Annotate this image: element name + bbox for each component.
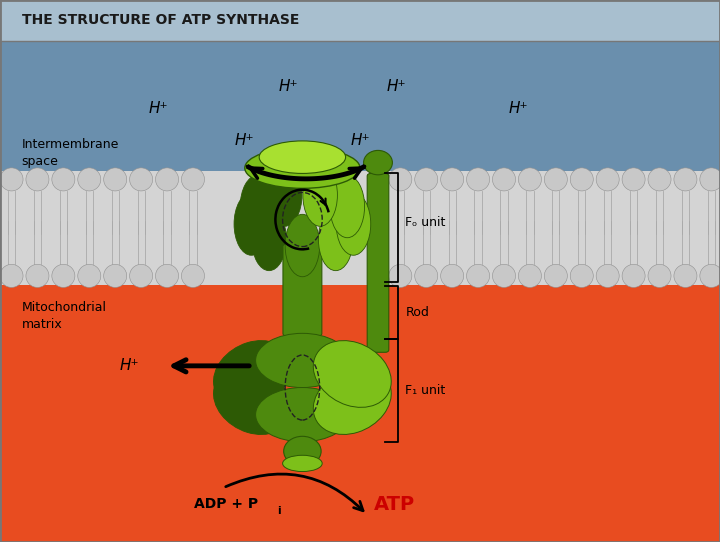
Ellipse shape	[570, 168, 593, 191]
Ellipse shape	[130, 168, 153, 191]
Ellipse shape	[214, 340, 292, 408]
Ellipse shape	[284, 436, 321, 466]
Ellipse shape	[518, 264, 541, 287]
Ellipse shape	[313, 340, 391, 408]
Bar	[0, 285, 720, 542]
Ellipse shape	[622, 264, 645, 287]
Ellipse shape	[181, 264, 204, 287]
Text: Fₒ unit: Fₒ unit	[405, 216, 446, 229]
Ellipse shape	[674, 264, 697, 287]
Ellipse shape	[700, 264, 720, 287]
Ellipse shape	[648, 168, 671, 191]
Ellipse shape	[256, 388, 349, 442]
Ellipse shape	[282, 455, 323, 472]
Ellipse shape	[234, 193, 269, 255]
Ellipse shape	[441, 264, 464, 287]
Text: THE STRUCTURE OF ATP SYNTHASE: THE STRUCTURE OF ATP SYNTHASE	[22, 14, 299, 27]
Ellipse shape	[0, 168, 23, 191]
FancyBboxPatch shape	[283, 244, 322, 336]
Ellipse shape	[285, 214, 320, 277]
Ellipse shape	[389, 264, 412, 287]
FancyBboxPatch shape	[367, 173, 389, 352]
Text: ADP + P: ADP + P	[194, 497, 258, 511]
Text: H⁺: H⁺	[508, 101, 528, 116]
Ellipse shape	[318, 208, 353, 270]
Ellipse shape	[130, 264, 153, 287]
Text: F₁ unit: F₁ unit	[405, 384, 446, 397]
Text: H⁺: H⁺	[350, 133, 370, 149]
Ellipse shape	[156, 168, 179, 191]
Ellipse shape	[156, 264, 179, 287]
Ellipse shape	[648, 264, 671, 287]
Text: i: i	[277, 506, 281, 515]
Bar	[0, 171, 720, 285]
Ellipse shape	[330, 175, 364, 238]
Ellipse shape	[336, 193, 371, 255]
Ellipse shape	[240, 175, 275, 238]
Ellipse shape	[245, 147, 360, 188]
Ellipse shape	[364, 150, 392, 175]
Bar	[0, 0, 720, 41]
Ellipse shape	[256, 333, 349, 388]
Text: Intermembrane
space: Intermembrane space	[22, 138, 119, 168]
Ellipse shape	[181, 168, 204, 191]
Ellipse shape	[303, 164, 338, 226]
Text: H⁺: H⁺	[278, 79, 298, 94]
Text: H⁺: H⁺	[386, 79, 406, 94]
Ellipse shape	[252, 208, 287, 270]
Text: H⁺: H⁺	[235, 133, 255, 149]
Ellipse shape	[492, 168, 516, 191]
Text: Mitochondrial
matrix: Mitochondrial matrix	[22, 301, 107, 331]
Ellipse shape	[415, 264, 438, 287]
Ellipse shape	[52, 168, 75, 191]
Ellipse shape	[622, 168, 645, 191]
Ellipse shape	[104, 264, 127, 287]
Ellipse shape	[492, 264, 516, 287]
Ellipse shape	[214, 367, 292, 435]
Ellipse shape	[78, 264, 101, 287]
Ellipse shape	[26, 168, 49, 191]
Ellipse shape	[104, 168, 127, 191]
Ellipse shape	[441, 168, 464, 191]
Text: ATP: ATP	[374, 494, 415, 514]
Ellipse shape	[267, 164, 302, 226]
Ellipse shape	[259, 141, 346, 173]
Ellipse shape	[518, 168, 541, 191]
Ellipse shape	[0, 264, 23, 287]
Text: Rod: Rod	[405, 306, 429, 319]
Ellipse shape	[389, 168, 412, 191]
Ellipse shape	[467, 264, 490, 287]
Ellipse shape	[415, 168, 438, 191]
Ellipse shape	[596, 168, 619, 191]
Ellipse shape	[78, 168, 101, 191]
Bar	[0, 41, 720, 171]
Ellipse shape	[674, 168, 697, 191]
Ellipse shape	[467, 168, 490, 191]
Text: H⁺: H⁺	[120, 358, 140, 373]
Ellipse shape	[26, 264, 49, 287]
Text: H⁺: H⁺	[148, 101, 168, 116]
Ellipse shape	[570, 264, 593, 287]
Ellipse shape	[700, 168, 720, 191]
Ellipse shape	[313, 367, 391, 435]
Ellipse shape	[544, 168, 567, 191]
Ellipse shape	[52, 264, 75, 287]
Ellipse shape	[544, 264, 567, 287]
Ellipse shape	[596, 264, 619, 287]
